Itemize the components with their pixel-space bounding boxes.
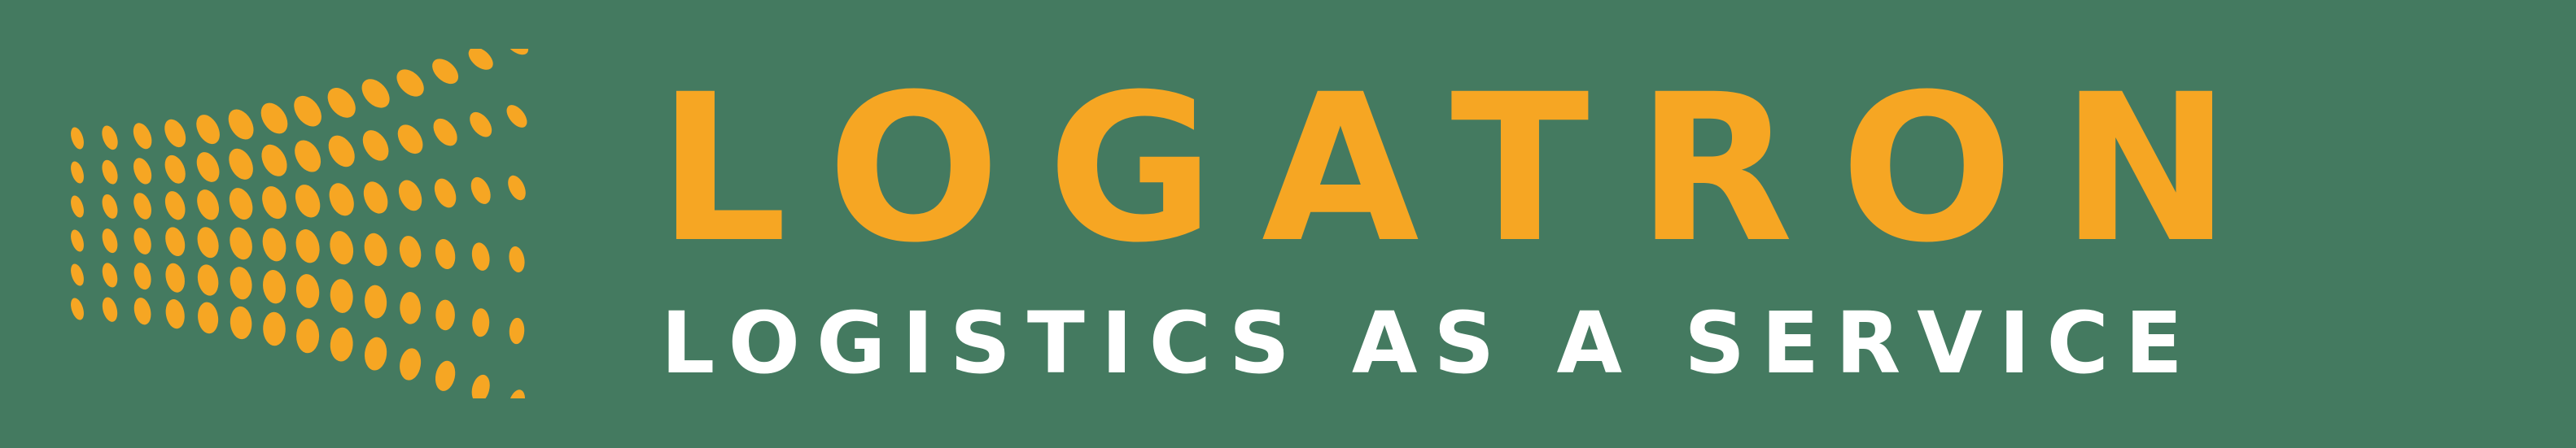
logo-dot [229, 188, 253, 220]
logo-dot [198, 302, 219, 334]
logo-dot [362, 130, 389, 161]
logo-dot [330, 231, 354, 265]
logo-dot [296, 319, 320, 354]
brand-tagline: LOGISTICS AS A SERVICE [661, 302, 2199, 384]
logo-dot [261, 144, 287, 176]
logo-dot [196, 152, 220, 182]
logo-dot [228, 109, 254, 140]
logo-dot [165, 227, 186, 257]
logo-dot [399, 236, 422, 268]
logo-dot [471, 374, 490, 398]
logo-dot [468, 49, 493, 70]
logo-dot [435, 238, 456, 270]
logo-dot [329, 183, 354, 216]
logo-dot [262, 186, 286, 220]
logo-dot [133, 298, 151, 325]
logo-dot [509, 317, 525, 345]
logo-dot [364, 233, 387, 267]
logo-dot [509, 246, 525, 272]
logo-dot [396, 69, 424, 97]
logo-dot [472, 308, 490, 337]
logo-dot [364, 337, 387, 371]
logo-dot [400, 348, 422, 381]
logo-dot [165, 298, 185, 329]
logo-dot [508, 175, 526, 201]
logo-dot [295, 274, 320, 308]
logo-dot [71, 263, 84, 286]
logo-dot [505, 49, 529, 55]
logo-dot [433, 118, 457, 146]
logo-dot [102, 159, 118, 185]
logo-dot [435, 299, 455, 331]
logo-dot [71, 195, 84, 218]
logo-dot [295, 185, 321, 218]
logo-dot [263, 311, 286, 346]
logo-dot [197, 227, 219, 259]
logo-dot [71, 161, 84, 184]
logo-dot [363, 181, 388, 214]
logo-dot [102, 125, 118, 150]
logo-dot [397, 124, 423, 154]
logo-dot [133, 193, 151, 220]
logo-dot [365, 285, 387, 319]
logo-dot [294, 95, 321, 127]
logo-dot [71, 298, 84, 320]
logo-dot [506, 105, 527, 128]
logo-dot [230, 227, 252, 260]
logo-dot [102, 297, 118, 322]
dot-grid-wave-icon [71, 49, 529, 398]
logo-dot [470, 176, 491, 204]
logo-dot [102, 228, 118, 254]
logo-dot [328, 135, 355, 167]
logo-dot [435, 360, 456, 391]
logo-dot [230, 267, 252, 300]
logo-dot [470, 111, 492, 137]
logo-dot [164, 154, 186, 184]
logo-dot [197, 264, 219, 296]
logo-dot [471, 242, 490, 271]
brand-name: LOGATRON [658, 75, 2278, 263]
logo-dot [330, 327, 353, 362]
logo-dot [133, 123, 152, 150]
logo-dot [102, 263, 118, 288]
logo-dot [164, 191, 186, 220]
logo-dot [262, 228, 286, 262]
logo-dot [133, 158, 152, 185]
logo-dot [102, 194, 118, 219]
logo-dot [133, 228, 151, 254]
logo-dot [229, 148, 253, 180]
logo-dot [71, 229, 84, 252]
logo-dot [197, 189, 220, 220]
logo-dot [260, 102, 288, 134]
logo-dot [432, 59, 459, 85]
logo-dot [434, 178, 457, 208]
logo-dot [71, 127, 84, 150]
logo-dot [263, 270, 286, 304]
logo-dot [164, 119, 186, 148]
logo-dot [400, 292, 421, 324]
logo-dot [330, 279, 353, 313]
logo-dot [295, 140, 321, 172]
logo-dot [230, 306, 252, 340]
logo-dot [165, 263, 185, 293]
logo-dot [361, 79, 390, 108]
logo-dot [327, 88, 356, 118]
logo-dot [509, 389, 525, 398]
logo-dot [398, 180, 422, 211]
logo-dot [295, 229, 320, 263]
logo-dot [133, 263, 151, 290]
logo-dot [196, 115, 220, 145]
